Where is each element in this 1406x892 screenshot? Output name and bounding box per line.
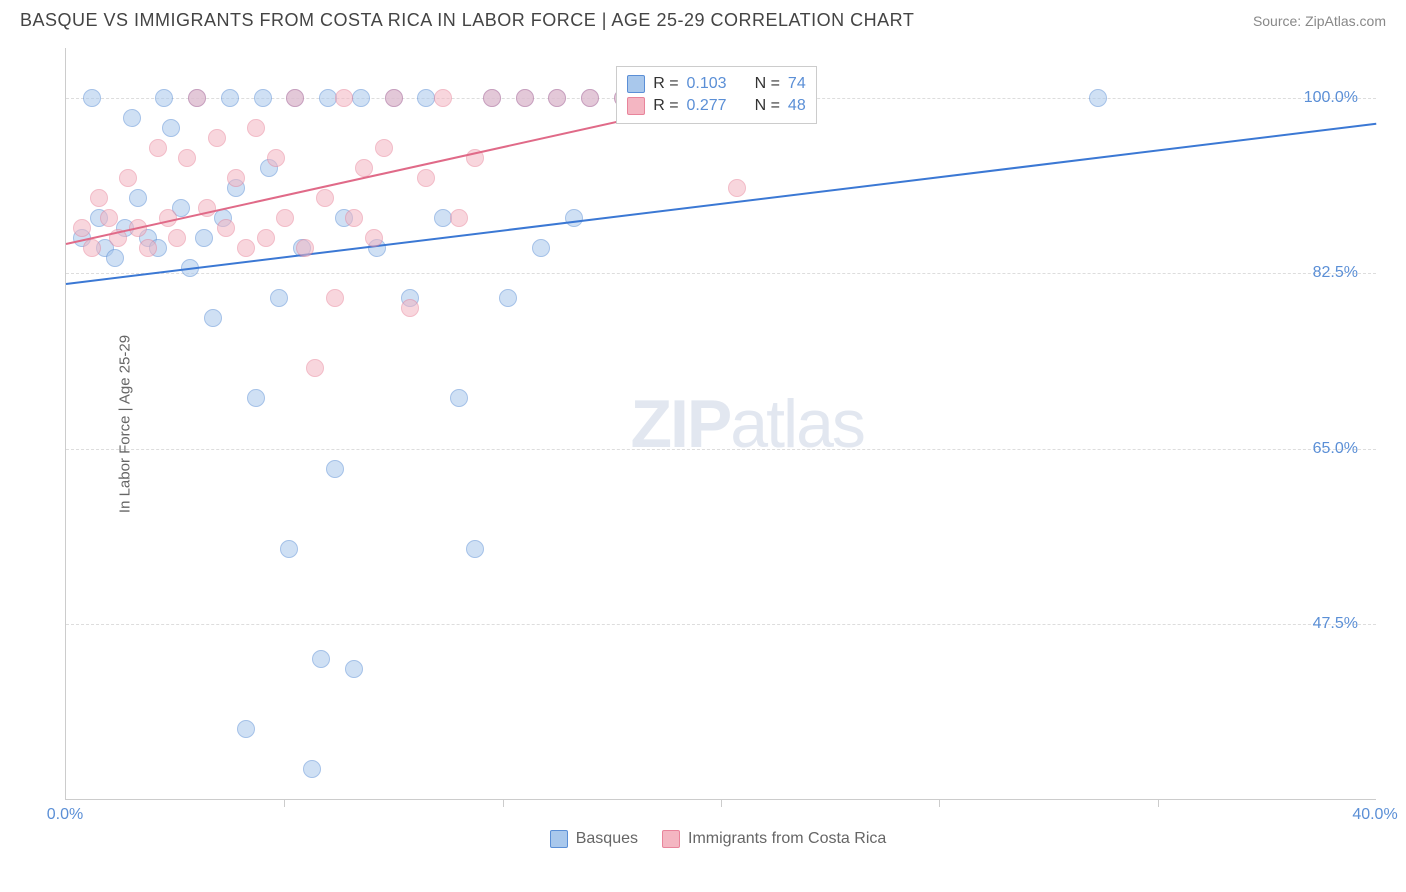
watermark: ZIPatlas [630,385,863,463]
data-point [276,209,294,227]
gridline-h [66,449,1376,450]
y-tick-label: 100.0% [1304,89,1358,107]
data-point [417,169,435,187]
data-point [100,209,118,227]
chart-source: Source: ZipAtlas.com [1253,13,1386,29]
data-point [345,660,363,678]
data-point [434,89,452,107]
data-point [532,239,550,257]
swatch [627,75,645,93]
data-point [208,129,226,147]
swatch [627,97,645,115]
data-point [227,169,245,187]
data-point [139,239,157,257]
gridline-h [66,273,1376,274]
data-point [375,139,393,157]
x-tick [503,799,504,807]
x-tick-label: 0.0% [47,806,83,824]
data-point [195,229,213,247]
data-point [204,309,222,327]
data-point [188,89,206,107]
data-point [565,209,583,227]
x-tick [721,799,722,807]
plot-area: In Labor Force | Age 25-29 ZIPatlas 47.5… [65,48,1376,800]
data-point [155,89,173,107]
data-point [90,189,108,207]
data-point [296,239,314,257]
data-point [450,389,468,407]
legend-bottom: Basques Immigrants from Costa Rica [50,830,1386,848]
data-point [316,189,334,207]
data-point [326,460,344,478]
data-point [385,89,403,107]
data-point [257,229,275,247]
data-point [450,209,468,227]
legend-top-row: R = 0.277N = 48 [627,95,806,117]
data-point [319,89,337,107]
data-point [326,289,344,307]
data-point [466,540,484,558]
data-point [499,289,517,307]
data-point [365,229,383,247]
gridline-h [66,624,1376,625]
data-point [119,169,137,187]
data-point [83,89,101,107]
data-point [217,219,235,237]
data-point [270,289,288,307]
data-point [123,109,141,127]
x-tick [1158,799,1159,807]
y-axis-label: In Labor Force | Age 25-29 [117,334,134,512]
data-point [237,720,255,738]
data-point [303,760,321,778]
data-point [401,299,419,317]
data-point [254,89,272,107]
data-point [335,89,353,107]
data-point [581,89,599,107]
data-point [352,89,370,107]
data-point [83,239,101,257]
data-point [247,119,265,137]
chart-title: BASQUE VS IMMIGRANTS FROM COSTA RICA IN … [20,10,914,31]
data-point [106,249,124,267]
data-point [483,89,501,107]
data-point [728,179,746,197]
data-point [73,219,91,237]
legend-top-row: R = 0.103N = 74 [627,73,806,95]
data-point [1089,89,1107,107]
data-point [247,389,265,407]
data-point [149,139,167,157]
data-point [237,239,255,257]
data-point [162,119,180,137]
legend-item-basques: Basques [550,830,638,848]
swatch-basques [550,830,568,848]
trend-line [66,123,1376,285]
data-point [312,650,330,668]
data-point [286,89,304,107]
x-tick [284,799,285,807]
data-point [417,89,435,107]
data-point [548,89,566,107]
chart-header: BASQUE VS IMMIGRANTS FROM COSTA RICA IN … [0,0,1406,36]
x-tick-label: 40.0% [1352,806,1397,824]
data-point [267,149,285,167]
data-point [221,89,239,107]
chart-container: In Labor Force | Age 25-29 ZIPatlas 47.5… [50,48,1386,848]
legend-item-costa-rica: Immigrants from Costa Rica [662,830,886,848]
data-point [345,209,363,227]
y-tick-label: 47.5% [1313,615,1358,633]
y-tick-label: 65.0% [1313,440,1358,458]
y-tick-label: 82.5% [1313,264,1358,282]
data-point [178,149,196,167]
data-point [280,540,298,558]
legend-top: R = 0.103N = 74R = 0.277N = 48 [616,66,817,124]
data-point [129,189,147,207]
data-point [168,229,186,247]
data-point [434,209,452,227]
data-point [306,359,324,377]
x-tick [939,799,940,807]
swatch-costa-rica [662,830,680,848]
data-point [516,89,534,107]
